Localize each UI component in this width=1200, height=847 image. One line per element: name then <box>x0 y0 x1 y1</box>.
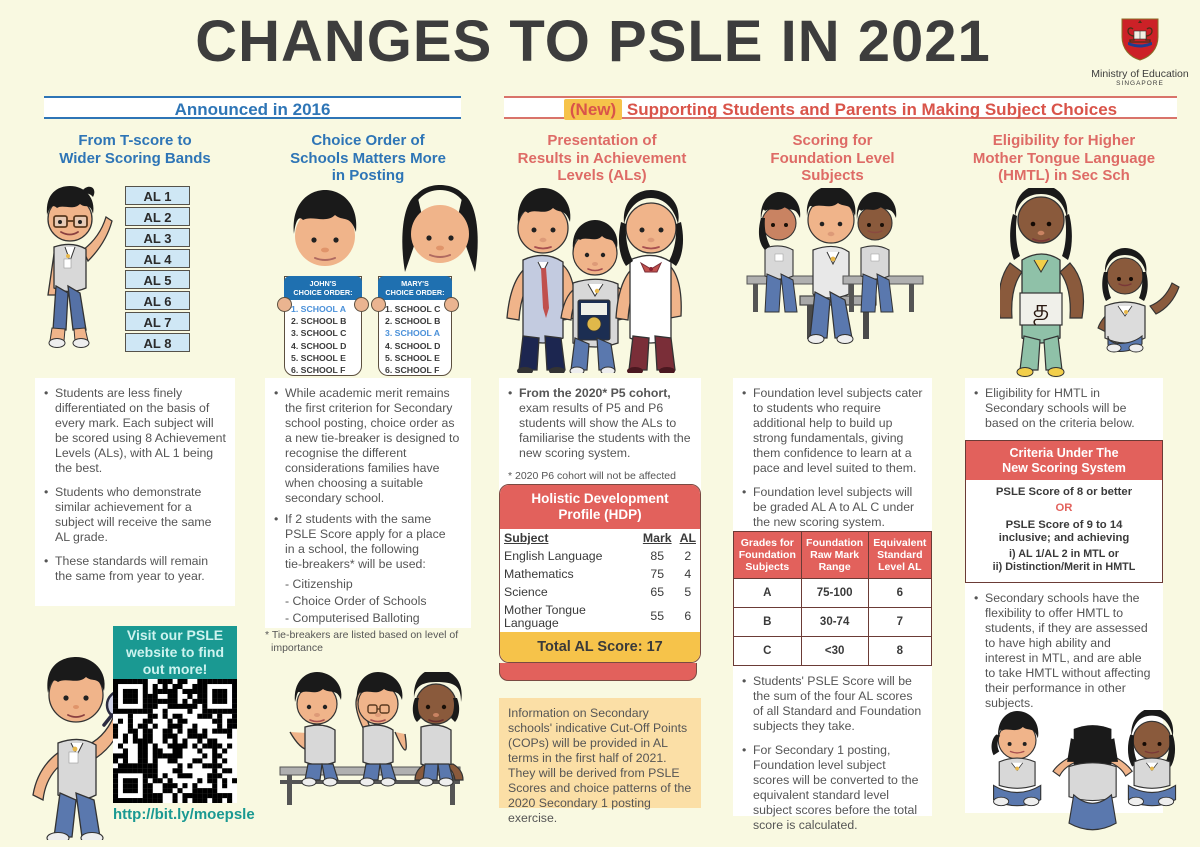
svg-text:த: த <box>1033 297 1049 327</box>
